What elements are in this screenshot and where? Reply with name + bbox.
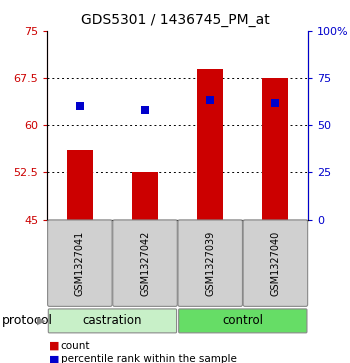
Point [77, 103, 83, 109]
Bar [197, 69, 223, 220]
Bar [262, 78, 288, 220]
Text: ■: ■ [49, 354, 60, 363]
Text: GDS5301 / 1436745_PM_at: GDS5301 / 1436745_PM_at [80, 13, 270, 27]
Point [208, 97, 213, 103]
Point [142, 107, 148, 113]
Text: GSM1327039: GSM1327039 [205, 231, 215, 296]
Point [273, 100, 278, 106]
Text: percentile rank within the sample: percentile rank within the sample [61, 354, 237, 363]
Text: control: control [222, 314, 263, 327]
Text: GSM1327040: GSM1327040 [271, 231, 280, 296]
Text: castration: castration [83, 314, 142, 327]
Bar [67, 150, 93, 220]
Text: ■: ■ [49, 340, 60, 351]
Text: GSM1327041: GSM1327041 [75, 231, 85, 296]
Bar [132, 172, 158, 220]
Text: count: count [61, 340, 90, 351]
Text: ▶: ▶ [37, 316, 45, 326]
Text: GSM1327042: GSM1327042 [140, 231, 150, 296]
Text: protocol: protocol [2, 314, 53, 327]
